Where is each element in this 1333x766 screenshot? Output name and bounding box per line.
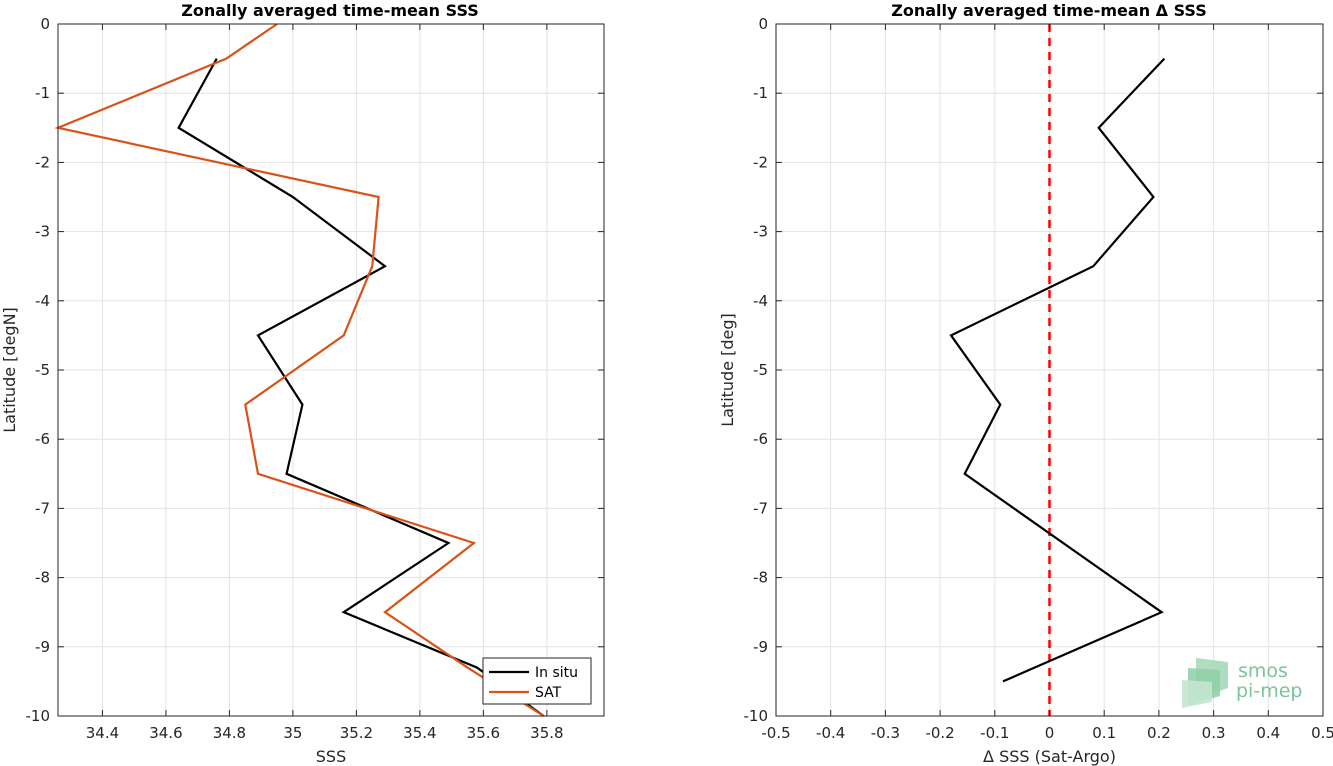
y-tick-label: -9 xyxy=(35,638,50,656)
y-tick-label: -2 xyxy=(35,153,50,171)
series-line-0 xyxy=(949,57,1166,683)
y-tick-label: -6 xyxy=(35,430,50,448)
x-tick-label: 0.2 xyxy=(1147,724,1171,742)
x-tick-label: 34.4 xyxy=(86,724,119,742)
smos-pi-mep-logo: smos pi-mep xyxy=(1182,658,1302,708)
x-tick-label: 35.8 xyxy=(530,724,563,742)
x-tick-label: 0.5 xyxy=(1311,724,1333,742)
x-tick-label: -0.5 xyxy=(761,724,790,742)
y-tick-label: -8 xyxy=(35,569,50,587)
series-line-sat xyxy=(54,23,545,717)
y-tick-label: -2 xyxy=(753,153,768,171)
y-tick-label: -7 xyxy=(35,499,50,517)
series-line-in-situ xyxy=(177,58,545,717)
y-tick-label: -5 xyxy=(753,361,768,379)
x-tick-label: 0.1 xyxy=(1092,724,1116,742)
x-tick-label: -0.3 xyxy=(871,724,900,742)
x-tick-label: 35.6 xyxy=(467,724,500,742)
x-tick-label: 0 xyxy=(1045,724,1055,742)
y-tick-label: -3 xyxy=(753,223,768,241)
x-axis-label: SSS xyxy=(316,747,346,766)
x-tick-label: 0.4 xyxy=(1256,724,1280,742)
y-tick-label: -10 xyxy=(26,707,51,725)
x-tick-label: -0.1 xyxy=(980,724,1009,742)
y-tick-label: -5 xyxy=(35,361,50,379)
chart-title: Zonally averaged time-mean Δ SSS xyxy=(891,1,1207,20)
x-axis-label: Δ SSS (Sat-Argo) xyxy=(983,747,1116,766)
y-tick-label: -4 xyxy=(35,292,50,310)
y-axis-label: Latitude [deg] xyxy=(718,313,737,427)
y-tick-label: -6 xyxy=(753,430,768,448)
y-axis-label: Latitude [degN] xyxy=(0,307,19,433)
y-tick-label: -10 xyxy=(744,707,769,725)
logo-text-line1: smos xyxy=(1238,660,1288,682)
y-tick-label: -3 xyxy=(35,223,50,241)
y-tick-label: -8 xyxy=(753,569,768,587)
legend-label: SAT xyxy=(535,685,562,701)
x-tick-label: 34.8 xyxy=(213,724,246,742)
chart-title: Zonally averaged time-mean SSS xyxy=(181,1,479,20)
y-tick-label: 0 xyxy=(758,15,768,33)
y-tick-label: -4 xyxy=(753,292,768,310)
x-tick-label: 34.6 xyxy=(149,724,182,742)
x-tick-label: 0.3 xyxy=(1202,724,1226,742)
x-tick-label: 35.2 xyxy=(340,724,373,742)
legend-box xyxy=(482,657,592,705)
x-tick-label: -0.2 xyxy=(925,724,954,742)
y-tick-label: -9 xyxy=(753,638,768,656)
x-tick-label: 35 xyxy=(283,724,302,742)
sss-chart-panel: 34.4 34.6 34.8 35 35.2 35.4 35.6 35.8 0 -1 -2 -3 -4 -… xyxy=(0,1,605,766)
x-tick-label: -0.4 xyxy=(816,724,845,742)
y-tick-label: -7 xyxy=(753,499,768,517)
y-tick-label: 0 xyxy=(40,15,50,33)
legend: In situ SAT xyxy=(482,657,592,705)
logo-text-line2: pi-mep xyxy=(1236,680,1302,702)
y-tick-label: -1 xyxy=(753,84,768,102)
legend-label: In situ xyxy=(535,665,578,681)
delta-sss-chart-panel: -0.5 -0.4 -0.3 -0.2 -0.1 0 0.1 0.2 0.3 0.4 0.5 0 -1 -… xyxy=(718,1,1333,766)
x-tick-label: 35.4 xyxy=(403,724,436,742)
y-tick-label: -1 xyxy=(35,84,50,102)
logo-mark-icon xyxy=(1182,658,1228,708)
